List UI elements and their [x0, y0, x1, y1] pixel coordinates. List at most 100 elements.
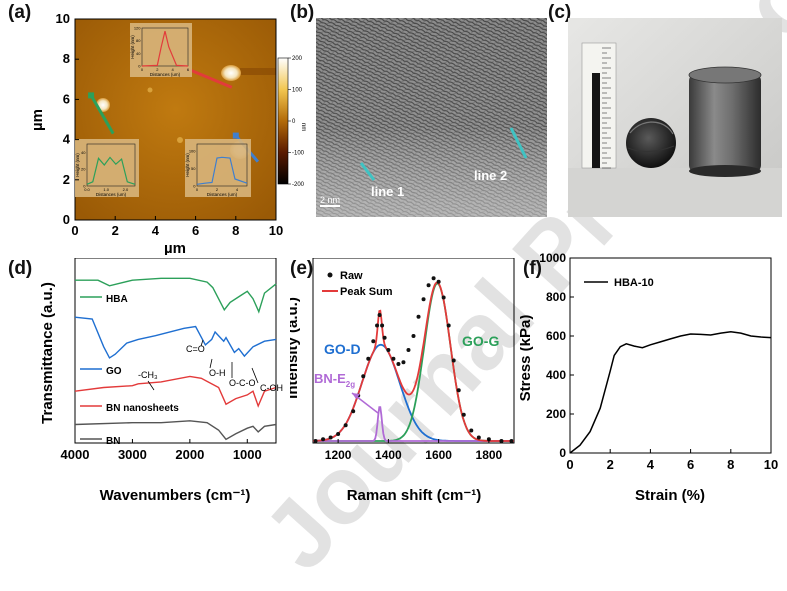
- afm-y-tick-label: 8: [63, 51, 70, 66]
- stress-x-tick-label: 2: [607, 457, 614, 472]
- afm-inset-y-label: Height (nm): [185, 153, 190, 177]
- afm-flake: [221, 65, 241, 81]
- afm-inset-x-tick: 1.0: [103, 187, 109, 192]
- raman-legend-sum: Peak Sum: [340, 286, 393, 298]
- stress-x-tick-label: 4: [647, 457, 655, 472]
- raman-raw-point: [391, 356, 396, 361]
- ftir-annotation: C-OH: [260, 383, 283, 393]
- stress-y-axis-label: Stress (kPa): [520, 315, 534, 402]
- raman-raw-point: [406, 348, 411, 352]
- tem-image: line 1 line 2 2 nm: [316, 18, 547, 217]
- afm-inset-x-tick: 0: [141, 67, 144, 72]
- raman-raw-point: [380, 323, 385, 328]
- afm-image-frame: [74, 18, 277, 221]
- stress-x-tick-label: 8: [727, 457, 734, 472]
- raman-raw-point: [421, 297, 426, 302]
- afm-inset-y-tick: 50: [191, 166, 196, 171]
- ftir-series-bn: [74, 420, 277, 441]
- raman-x-tick-label: 1200: [325, 448, 352, 462]
- raman-plot-frame: [312, 258, 515, 444]
- afm-inset-y-label: Height (nm): [75, 153, 80, 177]
- stress-strain-curve: [569, 330, 772, 454]
- raman-raw-point: [509, 439, 514, 443]
- afm-x-tick-label: 10: [269, 223, 283, 238]
- afm-inset-y-tick: 40: [136, 51, 141, 56]
- afm-inset-x-tick: 2: [216, 187, 219, 192]
- afm-x-tick-label: 6: [192, 223, 199, 238]
- afm-inset-x-tick: 4: [172, 67, 175, 72]
- raman-raw-point: [461, 412, 466, 417]
- ftir-legend-hba: HBA: [106, 294, 128, 305]
- raman-raw-point: [446, 323, 451, 328]
- afm-inset-frame: [86, 143, 136, 187]
- raman-raw-point: [436, 279, 441, 284]
- colorbar-tick-label: 0: [292, 119, 296, 125]
- raman-legend-raw: Raw: [340, 270, 363, 282]
- raman-label-bn-e2g: BN-E2g: [314, 371, 355, 389]
- raman-raw-point: [451, 358, 456, 363]
- raman-label-go-g: GO-G: [462, 333, 499, 349]
- ftir-annotation: O-H: [209, 368, 226, 378]
- raman-x-tick-label: 1600: [425, 448, 452, 462]
- ftir-plot-frame: [74, 258, 277, 444]
- raman-raw-point: [361, 374, 366, 379]
- raman-raw-point: [469, 428, 474, 433]
- ftir-legend-go: GO: [106, 366, 122, 377]
- afm-flake: [177, 137, 183, 143]
- raman-label-bn-e: BN-E: [314, 371, 346, 386]
- colorbar-unit: nm: [300, 123, 306, 131]
- raman-raw-point: [441, 295, 446, 300]
- afm-inset-x-tick: 4: [236, 187, 239, 192]
- panel-letter-b: (b): [290, 2, 315, 23]
- afm-inset-frame: [141, 27, 189, 67]
- stress-y-tick-label: 400: [546, 368, 566, 382]
- stress-x-tick-label: 6: [687, 457, 694, 472]
- afm-y-tick-label: 4: [63, 132, 71, 147]
- ruler-ticks: [602, 47, 611, 169]
- raman-x-tick-label: 1400: [375, 448, 402, 462]
- tem-line-2-label: line 2: [474, 168, 507, 183]
- ftir-annotation: C=O: [186, 344, 205, 354]
- tem-scale-label: 2 nm: [320, 195, 340, 205]
- colorbar-tick-label: 100: [292, 88, 303, 94]
- raman-raw-point: [382, 335, 387, 340]
- ftir-annotation-arrow: [200, 339, 204, 347]
- stress-y-tick-label: 200: [546, 407, 566, 421]
- afm-streak: [240, 68, 276, 75]
- sample-photo: [568, 18, 782, 217]
- colorbar: [277, 57, 289, 185]
- afm-inset-y-tick: 40: [81, 150, 86, 155]
- ftir-x-tick-label: 3000: [118, 447, 147, 462]
- panel-letter-e: (e): [290, 258, 314, 279]
- afm-inset-y-tick: 120: [134, 26, 141, 31]
- afm-y-tick-label: 6: [63, 91, 70, 106]
- ftir-x-tick-label: 2000: [175, 447, 204, 462]
- stress-legend-label: HBA-10: [614, 277, 654, 289]
- raman-raw-point: [416, 314, 421, 319]
- afm-inset-x-tick: 0: [196, 187, 199, 192]
- colorbar-tick-label: -100: [292, 151, 305, 157]
- ftir-x-tick-label: 4000: [61, 447, 90, 462]
- raman-raw-point: [401, 360, 406, 365]
- afm-inset-x-label: Distances (um): [150, 72, 181, 77]
- stress-x-tick-label: 0: [566, 457, 573, 472]
- raman-raw-point: [328, 435, 333, 440]
- afm-x-tick-label: 4: [152, 223, 160, 238]
- afm-inset-background: [185, 139, 251, 197]
- stress-y-tick-label: 1000: [539, 251, 566, 265]
- afm-inset-frame: [196, 143, 248, 187]
- raman-y-axis-label: Intensity (a.u.): [290, 297, 301, 399]
- afm-inset-y-tick: 20: [81, 167, 86, 172]
- raman-x-tick-label: 1800: [476, 448, 503, 462]
- panel-letter-d: (d): [8, 258, 33, 279]
- afm-x-axis-label: µm: [164, 240, 186, 255]
- stress-x-tick-label: 10: [764, 457, 778, 472]
- afm-inset-y-tick: 0: [83, 184, 86, 189]
- ftir-series-bn-nanosheets: [74, 375, 277, 408]
- raman-raw-point: [456, 388, 461, 393]
- afm-inset-profile: [86, 156, 136, 185]
- raman-raw-point: [366, 356, 371, 361]
- colorbar-tick-label: -200: [292, 182, 305, 188]
- ftir-legend-bn: BN: [106, 436, 120, 447]
